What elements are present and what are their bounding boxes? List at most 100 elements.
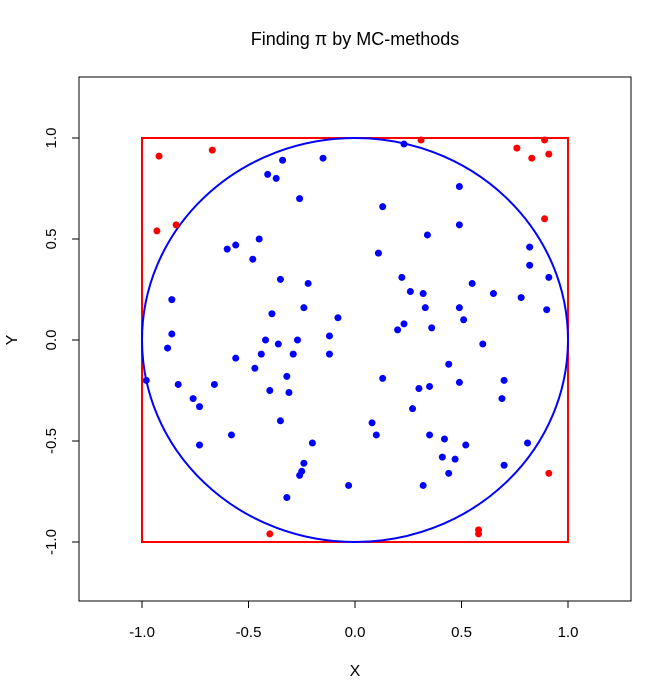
inside-point	[276, 417, 284, 425]
inside-point	[196, 441, 204, 449]
inside-point	[426, 382, 434, 390]
outside-point	[417, 136, 425, 144]
inside-point	[296, 471, 304, 479]
inside-point	[345, 481, 353, 489]
inside-point	[426, 431, 434, 439]
inside-point	[460, 316, 468, 324]
y-tick-label: 0.0	[43, 330, 60, 351]
inside-point	[438, 453, 446, 461]
chart-title: Finding π by MC-methods	[251, 29, 460, 49]
inside-point	[164, 344, 172, 352]
inside-point	[210, 380, 218, 388]
inside-point	[232, 241, 240, 249]
outside-point	[475, 530, 483, 538]
inside-point	[249, 255, 257, 263]
inside-point	[455, 378, 463, 386]
inside-point	[400, 320, 408, 328]
inside-point	[264, 170, 272, 178]
inside-point	[451, 455, 459, 463]
inside-point	[526, 261, 534, 269]
y-axis: -1.0 -0.5 0.0 0.5 1.0	[43, 128, 80, 555]
inside-point	[368, 419, 376, 427]
inside-point	[223, 245, 231, 253]
inside-point	[304, 279, 312, 287]
inside-point	[168, 296, 176, 304]
outside-point	[208, 146, 216, 154]
inside-point	[283, 372, 291, 380]
x-tick-label: 0.0	[345, 624, 366, 641]
unit-square	[141, 137, 569, 543]
inside-point	[543, 306, 551, 314]
inside-point	[394, 326, 402, 334]
inside-point	[462, 441, 470, 449]
inside-point	[174, 380, 182, 388]
outside-point	[545, 469, 553, 477]
inside-point	[428, 324, 436, 332]
inside-point	[479, 340, 487, 348]
inside-point	[423, 231, 431, 239]
inside-point	[232, 354, 240, 362]
inside-point	[289, 350, 297, 358]
inside-point	[409, 405, 417, 413]
inside-point	[300, 459, 308, 467]
inside-point	[227, 431, 235, 439]
outside-point	[266, 530, 274, 538]
inside-point	[168, 330, 176, 338]
inside-point	[374, 249, 382, 257]
inside-point	[406, 288, 414, 296]
outside-point	[155, 152, 163, 160]
inside-point	[455, 182, 463, 190]
outside-point	[153, 227, 161, 235]
outside-point	[513, 144, 521, 152]
inside-point	[142, 376, 150, 384]
inside-point	[372, 431, 380, 439]
inside-point	[526, 243, 534, 251]
inside-point	[455, 221, 463, 229]
inside-point	[272, 174, 280, 182]
inside-point	[500, 461, 508, 469]
inside-point	[400, 140, 408, 148]
inside-point	[468, 279, 476, 287]
inside-point	[379, 203, 387, 211]
inside-point	[274, 340, 282, 348]
x-tick-label: -1.0	[129, 624, 155, 641]
inside-point	[300, 304, 308, 312]
unit-circle	[141, 137, 569, 543]
inside-point	[325, 332, 333, 340]
inside-point	[419, 290, 427, 298]
inside-point	[251, 364, 259, 372]
inside-point	[419, 481, 427, 489]
inside-point	[445, 469, 453, 477]
inside-point	[283, 494, 291, 502]
outside-point	[545, 150, 553, 158]
inside-point	[498, 395, 506, 403]
y-axis-title: Y	[4, 334, 21, 345]
inside-point	[196, 403, 204, 411]
inside-point	[257, 350, 265, 358]
inside-point	[517, 294, 525, 302]
inside-point	[276, 275, 284, 283]
inside-point	[379, 374, 387, 382]
x-tick-label: 0.5	[451, 624, 472, 641]
inside-point	[445, 360, 453, 368]
outside-point	[541, 136, 549, 144]
inside-point	[398, 273, 406, 281]
inside-point	[334, 314, 342, 322]
x-axis-title: X	[350, 663, 361, 680]
inside-point	[545, 273, 553, 281]
data-points	[142, 136, 553, 538]
inside-point	[262, 336, 270, 344]
inside-point	[266, 387, 274, 394]
outside-point	[528, 154, 536, 162]
inside-point	[489, 290, 497, 298]
inside-point	[268, 310, 276, 318]
inside-point	[455, 304, 463, 312]
outside-point	[541, 215, 549, 223]
x-tick-label: 1.0	[558, 624, 579, 641]
inside-point	[524, 439, 532, 447]
inside-point	[415, 384, 423, 392]
inside-point	[255, 235, 263, 243]
inside-point	[500, 376, 508, 384]
outside-point	[172, 221, 180, 229]
